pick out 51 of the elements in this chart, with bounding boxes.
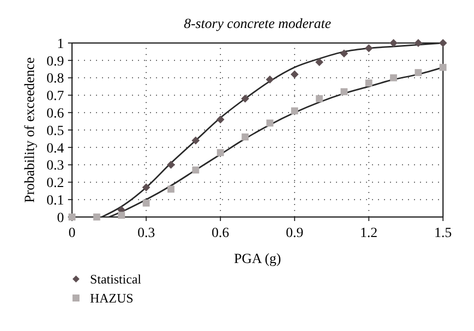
point bbox=[216, 149, 224, 156]
point bbox=[266, 120, 274, 127]
x-tick-label: 0.9 bbox=[286, 226, 304, 241]
y-tick-label: 0.6 bbox=[46, 106, 64, 122]
point bbox=[364, 44, 373, 52]
point bbox=[414, 39, 422, 47]
point bbox=[142, 200, 150, 207]
point bbox=[266, 76, 274, 84]
point bbox=[241, 94, 250, 103]
y-tick-label: 0.1 bbox=[46, 194, 64, 208]
point bbox=[340, 49, 348, 58]
y-tick-label: 0 bbox=[57, 210, 64, 226]
point bbox=[390, 74, 398, 82]
point bbox=[290, 70, 299, 78]
point bbox=[316, 95, 323, 102]
point bbox=[315, 58, 324, 66]
point bbox=[192, 166, 200, 174]
point bbox=[167, 186, 174, 193]
x-tick-label: 1.5 bbox=[434, 226, 452, 241]
y-tick-label: 0.2 bbox=[46, 176, 64, 192]
chart-title: 8-story concrete moderate bbox=[184, 17, 332, 32]
point bbox=[242, 133, 249, 140]
point bbox=[340, 88, 348, 96]
point bbox=[390, 39, 398, 47]
point bbox=[216, 116, 224, 124]
x-tick-label: 0.3 bbox=[137, 226, 155, 241]
legend-label: Statistical bbox=[90, 272, 142, 287]
y-tick-label: 0.7 bbox=[46, 89, 64, 104]
y-tick-label: 0.8 bbox=[46, 72, 64, 87]
point bbox=[93, 214, 100, 220]
x-tick-label: 0 bbox=[68, 226, 76, 241]
point bbox=[68, 214, 76, 220]
point bbox=[439, 39, 447, 47]
point bbox=[291, 107, 298, 114]
point bbox=[414, 69, 422, 76]
point bbox=[118, 212, 125, 219]
point bbox=[440, 64, 446, 71]
point bbox=[166, 160, 175, 169]
y-tick-label: 0.4 bbox=[46, 141, 64, 156]
x-tick-label: 0.6 bbox=[212, 226, 230, 241]
y-axis-title: Probability of exceedence bbox=[23, 57, 38, 203]
x-axis-title: PGA (g) bbox=[234, 252, 282, 267]
x-tick-label: 1.2 bbox=[360, 226, 378, 241]
y-tick-label: 1 bbox=[57, 36, 64, 52]
point bbox=[192, 136, 200, 144]
y-tick-label: 0.3 bbox=[46, 158, 64, 174]
legend-label: HAZUS bbox=[90, 290, 134, 306]
point bbox=[365, 80, 372, 87]
y-tick-label: 0.5 bbox=[46, 124, 64, 139]
point bbox=[142, 183, 150, 192]
y-tick-label: 0.9 bbox=[46, 54, 64, 70]
